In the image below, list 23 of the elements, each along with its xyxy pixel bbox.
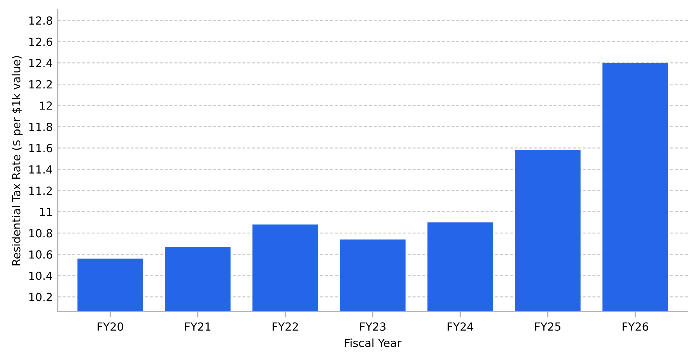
y-axis-title: Residential Tax Rate ($ per $1k value) <box>12 56 23 266</box>
y-tick-label: 12.4 <box>30 59 53 68</box>
y-tick-label: 12.6 <box>30 38 52 46</box>
y-tick-label: 11.8 <box>30 122 52 132</box>
y-tick-label: 10.8 <box>30 229 52 238</box>
x-tick-label: FY22 <box>272 322 298 331</box>
y-tick-label: 11.4 <box>30 166 53 174</box>
y-tick-label: 11.6 <box>30 144 52 153</box>
x-tick-label: FY23 <box>360 322 386 332</box>
y-tick-label: 12.8 <box>30 16 52 26</box>
y-tick-label: 12 <box>40 102 52 110</box>
x-tick-label: FY21 <box>185 322 211 331</box>
y-tick-label: 11.2 <box>30 186 52 195</box>
y-tick-label: 10.2 <box>30 293 52 302</box>
y-tick-label: 11 <box>40 208 52 216</box>
y-tick-label: 12.2 <box>30 80 52 89</box>
x-tick-label: FY26 <box>622 322 648 332</box>
x-tick-label: FY20 <box>98 322 124 332</box>
x-axis-title: Fiscal Year <box>345 338 402 348</box>
x-tick-label: FY24 <box>448 322 474 331</box>
y-tick-label: 10.6 <box>30 250 52 259</box>
x-tick-label: FY25 <box>535 322 561 332</box>
y-tick-label: 10.4 <box>30 272 53 280</box>
